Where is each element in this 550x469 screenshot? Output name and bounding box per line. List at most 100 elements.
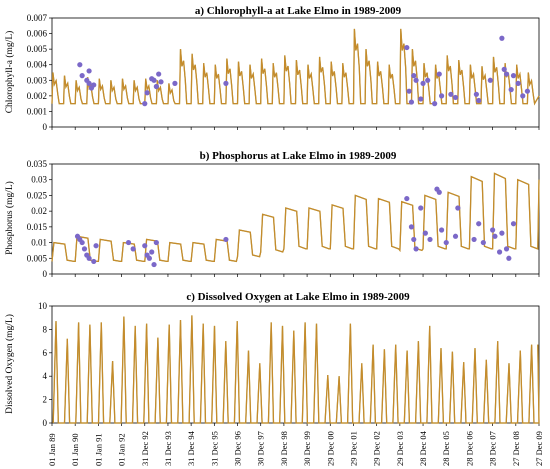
y-tick-label: 2	[43, 395, 48, 405]
observed-point	[436, 71, 442, 77]
observed-point	[443, 239, 449, 246]
observed-point	[223, 236, 229, 243]
observed-point	[146, 255, 152, 261]
x-tick-label: 30 Dec 97	[256, 431, 266, 466]
observed-point	[418, 96, 424, 102]
observed-point	[492, 233, 498, 239]
observed-point	[411, 73, 417, 79]
observed-point	[142, 101, 148, 107]
x-tick-label: 31 Dec 94	[186, 430, 196, 466]
x-tick-label: 01 Jan 91	[93, 433, 103, 466]
y-tick-label: 0.035	[27, 159, 48, 169]
y-tick-label: 0	[43, 269, 48, 279]
x-tick-label: 29 Dec 03	[395, 431, 405, 466]
observed-point	[432, 101, 438, 107]
observed-point	[455, 205, 461, 211]
y-tick-label: 0.005	[27, 253, 48, 263]
x-tick-label: 29 Dec 00	[325, 431, 335, 466]
observed-point	[125, 239, 132, 246]
x-tick-label: 30 Dec 98	[279, 431, 289, 466]
observed-point	[223, 80, 229, 86]
observed-point	[411, 236, 417, 243]
x-tick-label: 29 Dec 02	[372, 431, 382, 466]
x-tick-label: 30 Dec 99	[302, 431, 312, 466]
x-tick-label: 01 Jan 90	[70, 433, 80, 466]
x-tick-label: 31 Dec 95	[209, 431, 219, 466]
panel-b: 0 0.005 0.01 0.015 0.02 0.025 0.03 0.035	[27, 159, 540, 279]
observed-point	[506, 255, 512, 261]
simulated-series-line	[52, 315, 540, 424]
plot-frame	[51, 17, 540, 128]
observed-point	[473, 91, 479, 97]
panel-a-title: a) Chlorophyll-a at Lake Elmo in 1989-20…	[195, 5, 402, 17]
panel-a: 0 0.001 0.002 0.003 0.004 0.005 0.006 0.007	[27, 13, 540, 132]
observed-point	[86, 68, 92, 74]
observed-point	[425, 77, 431, 83]
observed-point	[487, 77, 493, 83]
observed-point	[404, 195, 410, 202]
observed-point	[408, 99, 415, 105]
x-axis-tick-labels: 01 Jan 89 01 Jan 90 01 Jan 91 01 Jan 92 31 D…	[47, 430, 544, 466]
observed-point	[142, 243, 148, 249]
observed-point	[448, 91, 454, 97]
observed-point	[476, 97, 482, 104]
observed-point	[510, 73, 517, 79]
observed-point	[79, 239, 85, 246]
observed-point	[508, 87, 514, 93]
y-tick-label: 8	[43, 324, 48, 334]
x-tick-label: 29 Dec 01	[349, 431, 359, 466]
observed-point	[471, 236, 477, 243]
observed-point	[499, 35, 505, 41]
y-tick-label: 0.002	[27, 91, 47, 101]
observed-point	[81, 246, 88, 252]
observed-point	[503, 71, 510, 77]
y-tick-label: 0.003	[27, 75, 48, 85]
observed-point	[413, 246, 419, 252]
x-tick-label: 28 Dec 06	[464, 431, 474, 466]
observed-point	[436, 189, 442, 195]
observed-point	[86, 255, 92, 261]
y-tick-label: 0.004	[27, 60, 48, 70]
plot-frame	[51, 163, 540, 275]
x-tick-label: 28 Dec 04	[418, 430, 428, 466]
observed-point	[158, 79, 164, 85]
observed-point	[149, 249, 155, 255]
observed-point	[151, 261, 157, 268]
y-tick-label: 0.007	[27, 13, 48, 23]
observed-point	[413, 77, 419, 83]
observed-point	[420, 80, 426, 86]
y-tick-label: 0.01	[31, 238, 47, 248]
observed-point	[439, 227, 445, 233]
y-tick-label: 0.006	[27, 29, 48, 39]
observed-point	[480, 239, 486, 246]
observed-point	[408, 224, 415, 230]
observed-point	[422, 230, 428, 236]
observed-point	[515, 80, 521, 86]
x-tick-label: 27 Dec 08	[511, 431, 521, 466]
observed-point	[86, 80, 92, 86]
observed-point	[153, 83, 159, 90]
x-tick-label: 28 Dec 07	[488, 431, 498, 466]
x-tick-label: 01 Jan 92	[117, 433, 127, 466]
observed-point	[524, 88, 531, 94]
observed-point	[499, 230, 505, 236]
y-tick-label: 0.03	[31, 175, 47, 185]
y-tick-label: 0.025	[27, 190, 48, 200]
observed-point	[404, 44, 410, 51]
observed-point	[490, 227, 496, 233]
observed-point	[91, 258, 97, 265]
y-tick-label: 10	[38, 301, 48, 311]
observed-point	[144, 90, 150, 96]
observed-point	[153, 239, 159, 246]
observed-point	[510, 221, 517, 227]
y-tick-label: 4	[43, 371, 48, 381]
panel-c-title: c) Dissolved Oxygen at Lake Elmo in 1989…	[186, 291, 410, 303]
y-tick-label: 0.015	[27, 222, 48, 232]
observed-point	[476, 221, 482, 227]
observed-point	[91, 82, 97, 88]
observed-point	[520, 93, 526, 99]
x-tick-label: 31 Dec 93	[163, 431, 173, 466]
observed-point	[156, 71, 162, 77]
observed-point	[501, 66, 507, 72]
